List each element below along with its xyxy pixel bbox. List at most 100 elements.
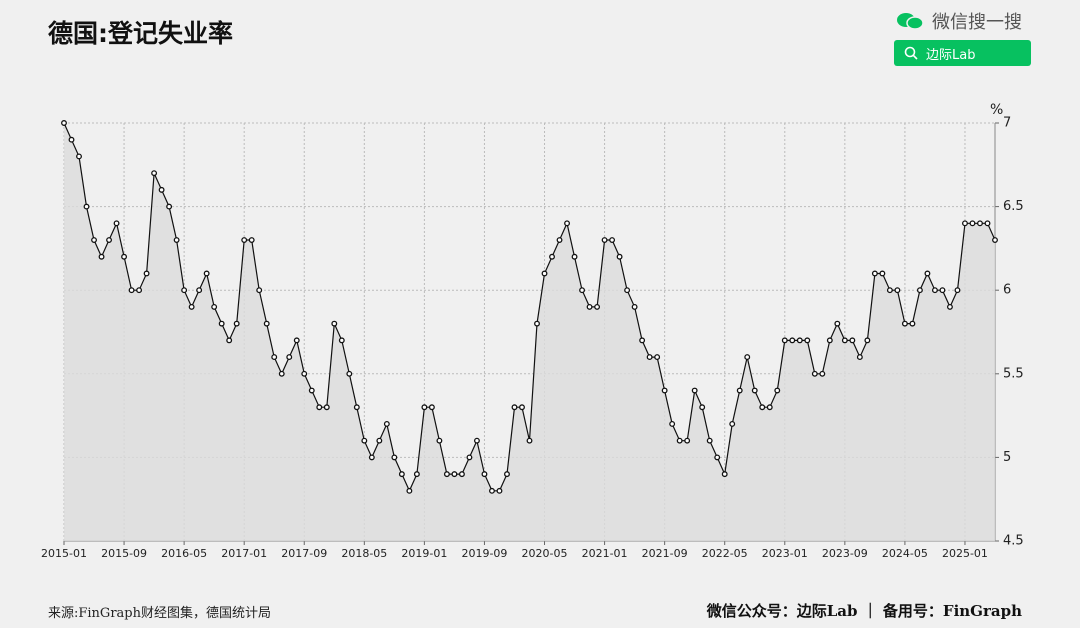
point (954, 287, 961, 294)
x-tick-label: 2018-05 (341, 547, 387, 560)
point (158, 186, 165, 193)
point (68, 136, 75, 143)
x-tick-label: 2019-09 (461, 547, 507, 560)
point (91, 237, 97, 243)
point (947, 303, 953, 310)
point (286, 354, 293, 361)
point (639, 337, 646, 344)
point (841, 337, 848, 344)
point (646, 354, 653, 361)
point (856, 354, 863, 361)
point (909, 320, 916, 327)
x-tick-label: 2025-01 (942, 547, 988, 560)
point (962, 220, 968, 227)
point (443, 471, 450, 478)
point (98, 253, 105, 260)
point (271, 354, 278, 361)
point (263, 320, 270, 327)
point (526, 437, 533, 444)
point (128, 287, 135, 294)
point (789, 337, 796, 344)
y-tick-label: 6 (1003, 283, 1011, 298)
point (759, 404, 766, 411)
point (76, 153, 82, 160)
point (61, 120, 67, 126)
point (383, 421, 390, 427)
point (316, 404, 323, 411)
button-text: 边际Lab (926, 47, 976, 63)
point (173, 237, 180, 243)
point (496, 487, 503, 494)
x-tick-label: 2021-01 (582, 547, 628, 560)
search-brand: 微信搜一搜 (896, 8, 1022, 34)
point (661, 387, 668, 394)
point (241, 237, 248, 243)
point (669, 421, 676, 427)
point (879, 270, 886, 277)
point (143, 270, 150, 277)
point (504, 471, 510, 478)
x-tick-label: 2017-09 (281, 547, 327, 560)
point (766, 404, 773, 411)
y-tick-label: 6.5 (1003, 199, 1024, 214)
point (293, 337, 300, 344)
point (609, 237, 616, 243)
x-tick-label: 2019-01 (401, 547, 447, 560)
x-tick-label: 2022-05 (702, 547, 748, 560)
point (534, 320, 540, 327)
point (939, 287, 946, 294)
source: 来源:FinGraph财经图集，德国统计局 (48, 606, 271, 621)
footer: 微信公众号：边际Lab ｜ 备用号：FinGraph (706, 602, 1022, 620)
unit-label: % (990, 102, 1003, 118)
area-fill (64, 123, 995, 541)
point (278, 370, 285, 377)
point (308, 387, 315, 394)
point (226, 337, 233, 344)
point (106, 237, 112, 243)
x-tick-label: 2021-09 (642, 547, 688, 560)
point (556, 237, 563, 243)
point (398, 471, 405, 478)
point (338, 337, 345, 344)
point (714, 454, 721, 461)
point (428, 404, 435, 411)
point (391, 454, 398, 461)
point (451, 471, 458, 478)
point (541, 270, 548, 277)
point (676, 437, 683, 444)
point (203, 270, 210, 277)
point (601, 237, 608, 243)
point (481, 471, 488, 478)
point (406, 487, 413, 494)
point (368, 454, 375, 461)
x-tick-label: 2023-01 (762, 547, 808, 560)
search-button[interactable]: 边际Lab (894, 40, 1031, 66)
search-icon (904, 46, 918, 60)
point (624, 287, 631, 294)
point (849, 337, 856, 344)
point (684, 437, 691, 444)
point (571, 253, 578, 260)
point (721, 471, 728, 478)
point (121, 253, 128, 260)
chart-title: 德国:登记失业率 (48, 19, 233, 48)
point (736, 387, 743, 394)
y-tick-label: 5.5 (1003, 366, 1024, 381)
point (871, 270, 878, 277)
point (466, 454, 473, 461)
point (413, 471, 420, 478)
point (826, 337, 833, 344)
point (804, 337, 811, 344)
point (233, 320, 240, 327)
point (796, 337, 803, 344)
x-tick-label: 2023-09 (822, 547, 868, 560)
point (196, 287, 203, 294)
point (729, 421, 736, 427)
point (924, 270, 931, 277)
point (834, 320, 841, 327)
point (436, 437, 443, 444)
point (586, 303, 593, 310)
point (353, 404, 360, 411)
point (151, 170, 158, 177)
